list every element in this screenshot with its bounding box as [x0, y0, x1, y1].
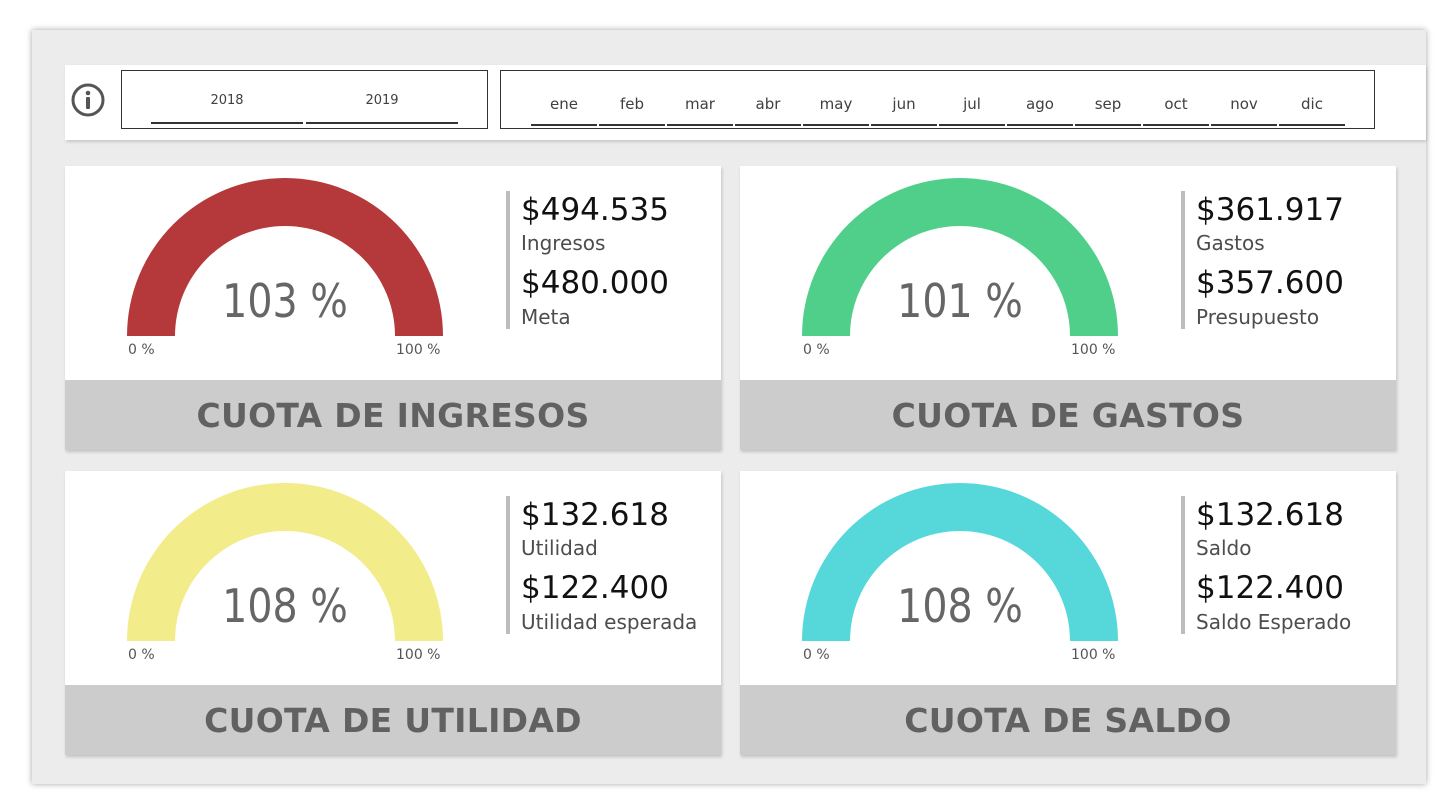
gauge-arc [127, 178, 443, 336]
gauge-axis-min: 0 % [128, 342, 155, 358]
gauge-axis-max: 100 % [1071, 342, 1116, 358]
gauge-ingresos [127, 178, 443, 336]
year-chip-2018[interactable]: 2018 [151, 84, 303, 124]
month-chip-jun[interactable]: jun [871, 88, 937, 126]
gauge-axis-min: 0 % [128, 647, 155, 663]
kpi-primary-label: Gastos [1196, 231, 1265, 255]
gauge-arc [127, 483, 443, 641]
kpi-primary-value: $361.917 [1196, 192, 1344, 228]
card-cuota-saldo: 108 % 0 % 100 % $132.618 Saldo $122.400 … [740, 471, 1396, 755]
card-title: CUOTA DE GASTOS [740, 380, 1396, 450]
kpi-primary-value: $494.535 [521, 192, 669, 228]
month-chip-mar[interactable]: mar [667, 88, 733, 126]
info-icon[interactable] [71, 83, 105, 117]
kpi-primary-value: $132.618 [521, 497, 669, 533]
gauge-percent: 101 % [897, 274, 1023, 328]
month-chip-jul[interactable]: jul [939, 88, 1005, 126]
month-chip-oct[interactable]: oct [1143, 88, 1209, 126]
kpi-secondary-value: $122.400 [1196, 570, 1344, 606]
kpi-primary-label: Ingresos [521, 231, 606, 255]
gauge-axis-max: 100 % [1071, 647, 1116, 663]
month-chip-dic[interactable]: dic [1279, 88, 1345, 126]
month-chip-sep[interactable]: sep [1075, 88, 1141, 126]
year-slicer: 2018 2019 [121, 70, 488, 129]
kpi-secondary-label: Saldo Esperado [1196, 610, 1352, 634]
kpi-secondary-label: Presupuesto [1196, 305, 1320, 329]
kpi-divider [506, 191, 510, 329]
gauge-arc [802, 178, 1118, 336]
kpi-secondary-value: $122.400 [521, 570, 669, 606]
card-title: CUOTA DE INGRESOS [65, 380, 721, 450]
month-chip-nov[interactable]: nov [1211, 88, 1277, 126]
month-chip-abr[interactable]: abr [735, 88, 801, 126]
kpi-secondary-value: $480.000 [521, 265, 669, 301]
kpi-primary-value: $132.618 [1196, 497, 1344, 533]
gauge-axis-min: 0 % [803, 342, 830, 358]
card-cuota-gastos: 101 % 0 % 100 % $361.917 Gastos $357.600… [740, 166, 1396, 450]
card-cuota-utilidad: 108 % 0 % 100 % $132.618 Utilidad $122.4… [65, 471, 721, 755]
gauge-percent: 108 % [222, 579, 348, 633]
year-chip-2019[interactable]: 2019 [306, 84, 458, 124]
gauge-percent: 103 % [222, 274, 348, 328]
gauge-axis-max: 100 % [396, 647, 441, 663]
card-title: CUOTA DE SALDO [740, 685, 1396, 755]
month-slicer: ene feb mar abr may jun jul ago sep oct … [500, 70, 1375, 129]
card-title: CUOTA DE UTILIDAD [65, 685, 721, 755]
gauge-arc [802, 483, 1118, 641]
report-canvas: 2018 2019 ene feb mar abr may jun jul ag… [32, 30, 1426, 784]
kpi-divider [506, 496, 510, 634]
kpi-secondary-label: Utilidad esperada [521, 610, 698, 634]
kpi-secondary-value: $357.600 [1196, 265, 1344, 301]
card-cuota-ingresos: 103 % 0 % 100 % $494.535 Ingresos $480.0… [65, 166, 721, 450]
filter-bar: 2018 2019 ene feb mar abr may jun jul ag… [65, 65, 1426, 140]
kpi-divider [1181, 191, 1185, 329]
kpi-primary-label: Utilidad [521, 536, 598, 560]
gauge-axis-min: 0 % [803, 647, 830, 663]
month-chip-ago[interactable]: ago [1007, 88, 1073, 126]
gauge-saldo [802, 483, 1118, 641]
kpi-primary-label: Saldo [1196, 536, 1252, 560]
gauge-utilidad [127, 483, 443, 641]
month-chip-may[interactable]: may [803, 88, 869, 126]
kpi-secondary-label: Meta [521, 305, 571, 329]
gauge-axis-max: 100 % [396, 342, 441, 358]
gauge-gastos [802, 178, 1118, 336]
kpi-divider [1181, 496, 1185, 634]
month-chip-feb[interactable]: feb [599, 88, 665, 126]
gauge-percent: 108 % [897, 579, 1023, 633]
month-chip-ene[interactable]: ene [531, 88, 597, 126]
